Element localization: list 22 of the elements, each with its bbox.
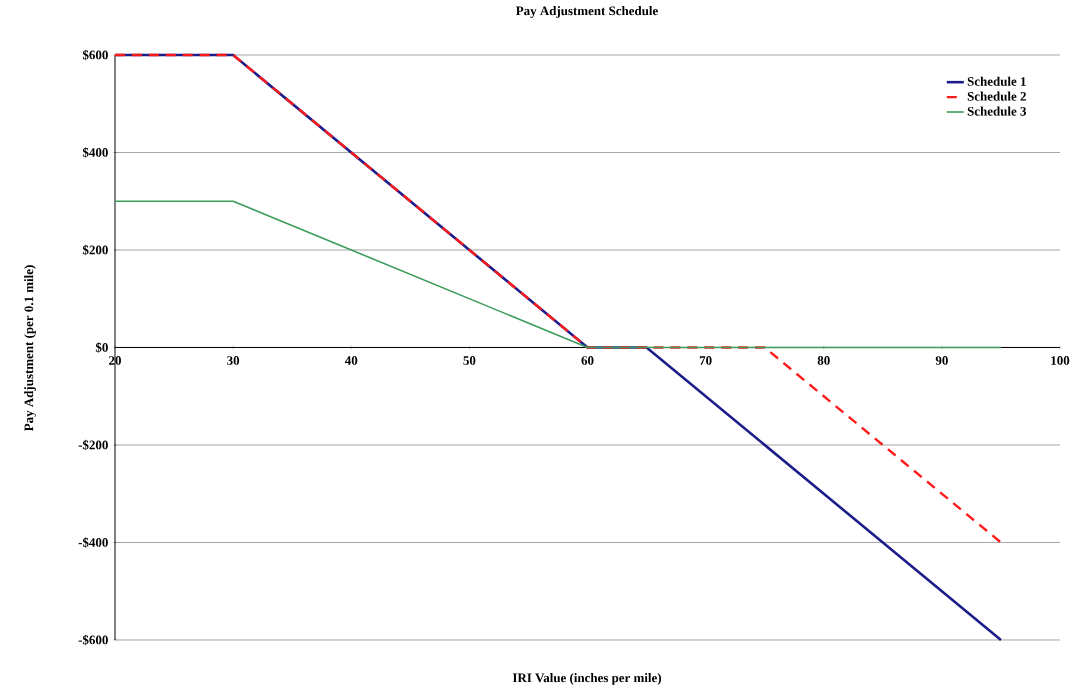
x-tick-label: 90 (935, 356, 948, 365)
y-tick-label: $200 (82, 244, 108, 256)
y-tick-label: $400 (82, 147, 108, 158)
y-tick-label: -$600 (78, 634, 108, 646)
y-tick-label: -$400 (78, 537, 108, 548)
x-tick-label: 80 (817, 356, 830, 365)
y-axis-title: Pay Adjustment (per 0.1 mile) (24, 265, 36, 432)
x-tick-label: 50 (463, 356, 476, 365)
x-tick-label: 100 (1051, 356, 1070, 365)
legend-label: Schedule 2 (967, 91, 1026, 101)
y-tick-label: $0 (95, 342, 108, 353)
legend-label: Schedule 3 (967, 106, 1027, 116)
x-axis-title: IRI Value (inches per mile) (512, 673, 662, 685)
x-tick-label: 70 (699, 356, 712, 365)
legend-label: Schedule 1 (967, 76, 1026, 86)
x-tick-label: 30 (227, 356, 240, 365)
x-tick-label: 60 (581, 356, 594, 365)
x-tick-label: 40 (344, 356, 358, 365)
chart-title: Pay Adjustment Schedule (515, 6, 658, 18)
y-tick-label: -$200 (78, 439, 108, 451)
x-tick-label: 20 (109, 356, 121, 365)
y-tick-label: $600 (82, 49, 108, 61)
